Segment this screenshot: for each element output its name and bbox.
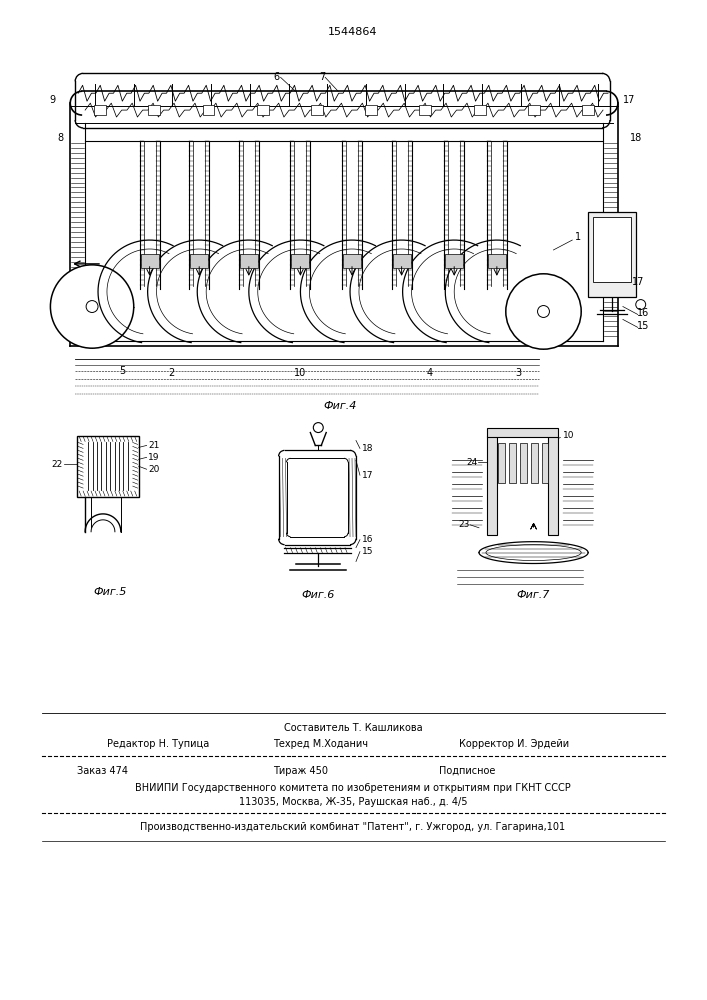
Text: Фиг.4: Фиг.4 [323,401,357,411]
Text: Корректор И. Эрдейи: Корректор И. Эрдейи [459,739,569,749]
Text: 22: 22 [52,460,63,469]
Bar [488,254,506,268]
Text: 15: 15 [636,321,649,331]
Text: Заказ 474: Заказ 474 [77,766,128,776]
Bar [392,254,411,268]
Text: Составитель Т. Кашликова: Составитель Т. Кашликова [284,723,422,733]
Text: 6: 6 [274,72,280,82]
Text: 16: 16 [636,308,649,318]
Bar [257,105,269,115]
Bar [588,212,636,297]
Bar [94,105,106,115]
Text: 5: 5 [119,366,125,376]
Text: 21: 21 [148,441,159,450]
Bar [190,254,208,268]
Bar [474,105,486,115]
Bar [509,443,515,483]
Text: 8: 8 [57,133,64,143]
Bar [366,105,377,115]
Text: 15: 15 [362,547,373,556]
Text: 24: 24 [467,458,478,467]
Text: 7: 7 [319,72,325,82]
Bar [343,254,361,268]
Text: Редактор Н. Тупица: Редактор Н. Тупица [107,739,209,749]
Text: 19: 19 [148,453,159,462]
Bar [77,436,139,497]
Text: 1: 1 [575,232,581,242]
Bar [419,105,431,115]
Bar [445,254,463,268]
Bar [291,254,310,268]
Bar [593,217,631,282]
Text: 17: 17 [631,277,644,287]
Circle shape [506,274,581,349]
Text: Производственно-издательский комбинат "Патент", г. Ужгород, ул. Гагарина,101: Производственно-издательский комбинат "П… [141,822,566,832]
Text: Техред М.Ходанич: Техред М.Ходанич [273,739,368,749]
Text: 3: 3 [515,368,522,378]
Text: 18: 18 [630,133,642,143]
Bar [148,105,160,115]
Text: 4: 4 [426,368,433,378]
Bar [542,443,549,483]
Bar [240,254,258,268]
Text: 18: 18 [362,444,373,453]
Text: 16: 16 [362,535,373,544]
Text: 17: 17 [362,471,373,480]
Text: 113035, Москва, Ж-35, Раушская наб., д. 4/5: 113035, Москва, Ж-35, Раушская наб., д. … [239,797,467,807]
Text: 20: 20 [148,465,159,474]
Text: Фиг.6: Фиг.6 [302,590,335,600]
Bar [141,254,158,268]
Bar [528,105,540,115]
Text: 1544864: 1544864 [328,27,378,37]
Text: Тираж 450: Тираж 450 [273,766,327,776]
Text: 17: 17 [623,95,635,105]
Text: 23: 23 [458,520,470,529]
Bar [311,105,323,115]
Bar [498,443,505,483]
Text: Фиг.5: Фиг.5 [93,587,127,597]
Text: 10: 10 [294,368,307,378]
Text: Подписное: Подписное [439,766,496,776]
Circle shape [86,301,98,312]
Text: 2: 2 [168,368,175,378]
Text: 9: 9 [49,95,55,105]
Bar [520,443,527,483]
Circle shape [50,265,134,348]
Bar [202,105,214,115]
Bar [582,105,594,115]
Text: Фиг.7: Фиг.7 [517,590,550,600]
Bar [487,436,497,535]
Bar [530,443,537,483]
Circle shape [537,306,549,317]
Bar [487,428,559,437]
Text: ВНИИПИ Государственного комитета по изобретениям и открытиям при ГКНТ СССР: ВНИИПИ Государственного комитета по изоб… [135,783,571,793]
Text: 10: 10 [563,431,574,440]
Bar [549,436,559,535]
